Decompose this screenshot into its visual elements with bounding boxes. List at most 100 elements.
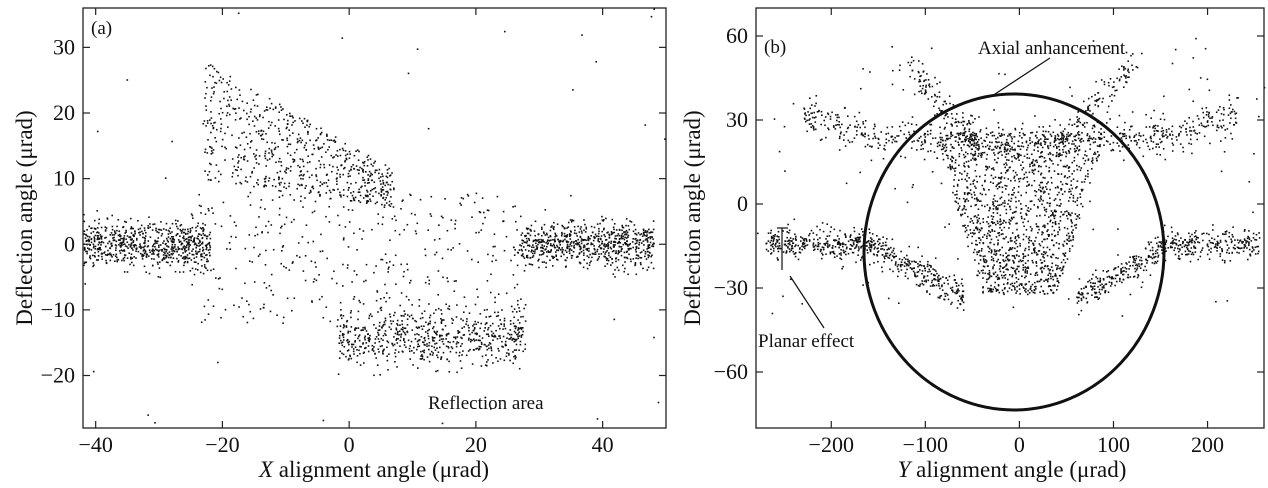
panel-a-point [507,332,509,335]
panel-a-point [177,259,180,262]
panel-b-point [900,261,903,263]
panel-b-point [1109,143,1111,145]
panel-b-point [1014,149,1016,152]
panel-a-point [205,109,208,111]
panel-a-point [461,337,463,340]
panel-b-point [1189,260,1192,263]
panel-a-point [342,206,345,208]
panel-a-point [622,226,625,229]
panel-b-point [812,126,815,128]
panel-a-point [88,248,91,250]
panel-b-point [836,243,839,245]
panel-a-point [569,219,572,221]
panel-a-point [343,325,346,328]
panel-a-point [422,350,424,352]
panel-a-point [174,219,177,222]
panel-a-point [515,338,518,341]
panel-b-point [808,123,811,125]
panel-a-point [362,168,364,171]
panel-a-point [124,220,126,223]
panel-a-point [190,213,193,215]
panel-a-point [205,235,208,238]
panel-b-point [1111,283,1113,285]
panel-a-point [176,233,178,236]
panel-a-point [579,248,582,251]
panel-b-point [1184,239,1186,241]
panel-a-point [279,170,282,173]
panel-b-point [804,112,806,114]
panel-b-point [772,237,774,239]
panel-b-point [1199,255,1202,258]
panel-a-point [529,256,532,259]
panel-a-point [213,67,216,70]
panel-a-point [394,361,396,363]
panel-a-point [395,339,397,341]
panel-a-point [269,310,272,313]
panel-a-point [502,335,505,338]
panel-a-point [441,319,443,322]
panel-a-x-tick-label: −40 [78,432,112,457]
panel-b-point [924,269,927,272]
panel-b-point [1010,136,1013,138]
panel-b-point [945,143,947,146]
panel-a-point [520,328,523,331]
panel-b-point [846,246,848,249]
panel-a-point [647,256,650,259]
panel-a-point [236,147,238,149]
panel-a-point [402,351,404,353]
panel-a-point [245,176,247,179]
panel-a-point [358,191,361,193]
panel-b-point [794,237,797,240]
panel-a-point [343,333,345,336]
panel-a-point [175,248,177,251]
panel-a-point [302,160,304,163]
panel-a-point [552,243,555,246]
panel-a-point [304,279,307,282]
panel-a-point [447,307,449,310]
panel-a-point [612,245,615,248]
panel-a-point [505,292,508,295]
panel-a-point [285,127,288,130]
panel-b-point [998,141,1000,143]
panel-b-point [784,240,786,242]
panel-a-point [145,255,148,258]
panel-a-point [358,335,360,338]
panel-a-point [97,250,100,253]
panel-a-point [394,311,396,314]
panel-a-point [592,239,595,242]
panel-b-point [1080,138,1082,141]
panel-b-point [1142,134,1145,137]
panel-a-point [359,301,361,304]
panel-b-point [821,114,823,116]
panel-b-point [942,103,944,106]
panel-b-point [1078,292,1081,295]
panel-a-point [328,164,331,166]
panel-b-point [1222,119,1224,121]
panel-a-point [267,220,270,223]
panel-a-point [381,258,384,261]
panel-a-point [342,263,344,266]
panel-a-point [617,259,620,261]
panel-b-point [1076,302,1079,304]
panel-b-point [1221,248,1223,250]
panel-b-point [811,116,814,119]
panel-b-point [920,264,923,267]
panel-a-point [420,355,422,357]
panel-b-point [816,245,819,248]
panel-b-point [847,240,850,243]
panel-a-point [456,336,459,338]
panel-b-point [1228,235,1230,238]
panel-a-point [199,244,202,246]
panel-b-point [1106,271,1108,273]
panel-b-point [1188,232,1190,235]
panel-a-point [518,307,520,309]
panel-a-point [409,282,411,284]
panel-b-point [1237,246,1240,249]
panel-a-point [620,250,622,253]
panel-a-point [229,248,232,250]
panel-a-point [180,224,183,226]
panel-b-label: (b) [764,37,786,58]
panel-b-point [893,256,895,258]
panel-b-point [1103,136,1106,138]
panel-b-point [970,148,973,151]
